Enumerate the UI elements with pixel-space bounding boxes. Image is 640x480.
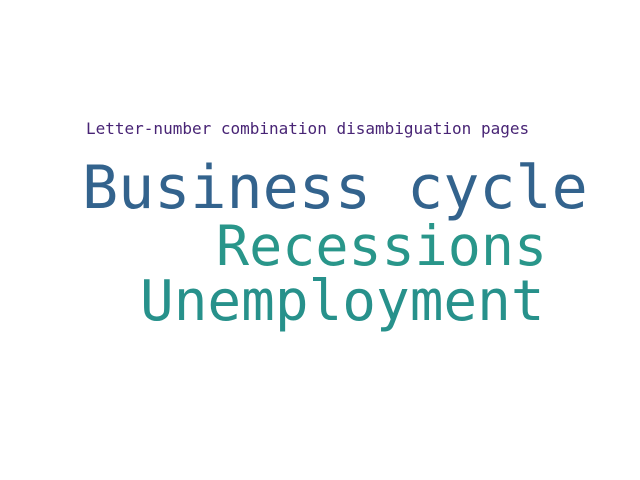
word-business-cycle: Business cycle — [82, 153, 588, 223]
word-unemployment: Unemployment — [140, 269, 545, 334]
word-letter-number-combination: Letter-number combination disambiguation… — [86, 119, 530, 138]
word-recessions: Recessions — [216, 214, 548, 278]
